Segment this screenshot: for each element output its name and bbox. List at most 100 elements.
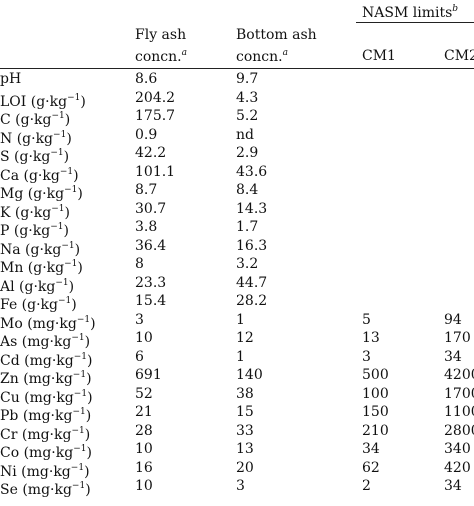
bottom-ash-cell: 13: [236, 440, 254, 459]
fly-ash-cell: 8.7: [135, 181, 157, 200]
header-nasm-text: NASM limits: [362, 5, 453, 21]
param-cell: Se (mg·kg−1): [0, 481, 91, 498]
unit-exponent: −1: [71, 481, 86, 491]
param-cell-text: Cd (mg·kg: [0, 352, 74, 369]
bottom-ash-cell-text: 12: [236, 330, 254, 346]
fly-ash-cell: 691: [135, 366, 162, 385]
param-cell: N (g·kg−1): [0, 129, 72, 147]
unit-exponent: −1: [72, 407, 86, 417]
fly-ash-cell-text: 21: [135, 404, 153, 420]
param-cell-text: Pb (mg·kg: [0, 408, 73, 424]
bottom-ash-cell-text: 4.3: [236, 89, 259, 106]
table-row: pH 8.6 9.7: [0, 70, 474, 89]
cm2-cell: 4200(: [444, 366, 474, 385]
param-cell: Ni (mg·kg−1): [0, 462, 90, 480]
fly-ash-cell: 3.8: [135, 218, 157, 237]
bottom-ash-cell-text: 33: [236, 422, 254, 439]
cm1-cell: 3: [362, 348, 371, 367]
cm1-cell: 34: [362, 440, 380, 459]
param-cell: Zn (mg·kg−1): [0, 370, 92, 387]
bottom-ash-cell-text: 5.2: [236, 108, 259, 124]
table-row: Ni (mg·kg−1) 16 20 62 420: [0, 459, 474, 480]
unit-exponent: −1: [76, 314, 91, 325]
param-cell: Mn (g·kg−1): [0, 259, 83, 276]
cm1-cell: 500: [362, 366, 389, 385]
bottom-ash-cell-text: 43.6: [236, 163, 268, 180]
unit-exponent: −1: [58, 296, 72, 306]
cm2-cell-text: 94: [444, 311, 462, 328]
header-cm2: CM2: [444, 48, 474, 64]
unit-exponent: −1: [55, 277, 69, 288]
fly-ash-cell-text: 0.9: [135, 126, 158, 143]
cm2-cell-text: 28000: [444, 422, 474, 439]
footnote-marker: a: [181, 48, 187, 58]
param-cell-text: N (g·kg: [0, 130, 54, 147]
fly-ash-cell: 8: [135, 255, 144, 274]
fly-ash-cell: 30.7: [135, 200, 166, 219]
fly-ash-cell: 23.3: [135, 274, 166, 293]
table-row: C (g·kg−1) 175.7 5.2: [0, 107, 474, 128]
fly-ash-cell-text: 691: [135, 367, 162, 383]
table-row: S (g·kg−1) 42.2 2.9: [0, 144, 474, 165]
footnote-marker: a: [282, 48, 288, 58]
fly-ash-cell-text: 23.3: [135, 274, 167, 291]
bottom-ash-cell: 1: [236, 348, 245, 367]
cm2-cell: 420: [444, 459, 471, 478]
bottom-ash-cell-text: 9.7: [236, 71, 259, 87]
fly-ash-cell-text: 36.4: [135, 237, 167, 254]
unit-exponent: −1: [73, 351, 87, 362]
param-cell-text: Cu (mg·kg: [0, 389, 74, 406]
fly-ash-cell: 175.7: [135, 107, 175, 126]
unit-exponent: −1: [64, 185, 78, 195]
cm1-cell-text: 150: [362, 404, 389, 420]
cm2-cell: 34: [444, 477, 462, 496]
param-cell: C (g·kg−1): [0, 111, 71, 128]
fly-ash-cell-text: 204.2: [135, 89, 176, 106]
fly-ash-cell-text: 10: [135, 330, 153, 346]
bottom-ash-cell-text: 8.4: [236, 182, 259, 198]
fly-ash-cell: 21: [135, 403, 153, 422]
bottom-ash-cell: 3: [236, 477, 245, 496]
table-row: As (mg·kg−1) 10 12 13 170: [0, 329, 474, 350]
fly-ash-cell: 8.6: [135, 70, 157, 89]
table-row: Cd (mg·kg−1) 6 1 3 34: [0, 348, 474, 369]
unit-exponent: −1: [71, 333, 85, 343]
param-cell-text: Mn (g·kg: [0, 260, 65, 276]
fly-ash-cell-text: 175.7: [135, 108, 176, 124]
bottom-ash-cell: 15: [236, 403, 254, 422]
fly-ash-cell: 0.9: [135, 126, 157, 145]
table-row: K (g·kg−1) 30.7 14.3: [0, 200, 474, 221]
fly-ash-cell: 28: [135, 422, 153, 441]
fly-ash-cell: 3: [135, 311, 144, 330]
fly-ash-cell: 15.4: [135, 292, 166, 311]
cm1-cell: 210: [362, 422, 389, 441]
cm2-cell-text: 340: [444, 441, 471, 457]
unit-exponent: −1: [71, 425, 85, 436]
param-cell-text: Cr (mg·kg: [0, 426, 72, 443]
unit-exponent: −1: [61, 240, 75, 251]
cm2-cell: 28000: [444, 422, 474, 441]
table-row: Na (g·kg−1) 36.4 16.3: [0, 237, 474, 258]
cm2-cell: 340: [444, 440, 471, 459]
unit-exponent: −1: [59, 166, 74, 177]
unit-exponent: −1: [70, 462, 85, 473]
cm2-cell-text: 34: [444, 478, 462, 494]
cm2-cell: 170: [444, 329, 471, 348]
cm1-cell: 13: [362, 329, 380, 348]
fly-ash-cell-text: 8: [135, 256, 144, 272]
header-bottom-ash-concn-text: concn.: [236, 49, 283, 65]
param-cell: Cr (mg·kg−1): [0, 425, 91, 443]
bottom-ash-cell: 38: [236, 385, 254, 404]
param-cell-text: Ni (mg·kg: [0, 463, 71, 480]
table-row: Ca (g·kg−1) 101.1 43.6: [0, 163, 474, 184]
param-cell-text: C (g·kg: [0, 112, 52, 128]
table-row: Mg (g·kg−1) 8.7 8.4: [0, 181, 474, 202]
unit-exponent: −1: [53, 129, 67, 140]
table-row: Al (g·kg−1) 23.3 44.7: [0, 274, 474, 295]
table-row: Co (mg·kg−1) 10 13 34 340: [0, 440, 474, 461]
bottom-ash-cell-text: 1: [236, 348, 245, 365]
fly-ash-cell-text: 10: [135, 441, 153, 457]
bottom-ash-cell-text: nd: [236, 126, 254, 143]
bottom-ash-cell: 2.9: [236, 144, 258, 163]
param-cell-text: LOI (g·kg: [0, 93, 68, 110]
